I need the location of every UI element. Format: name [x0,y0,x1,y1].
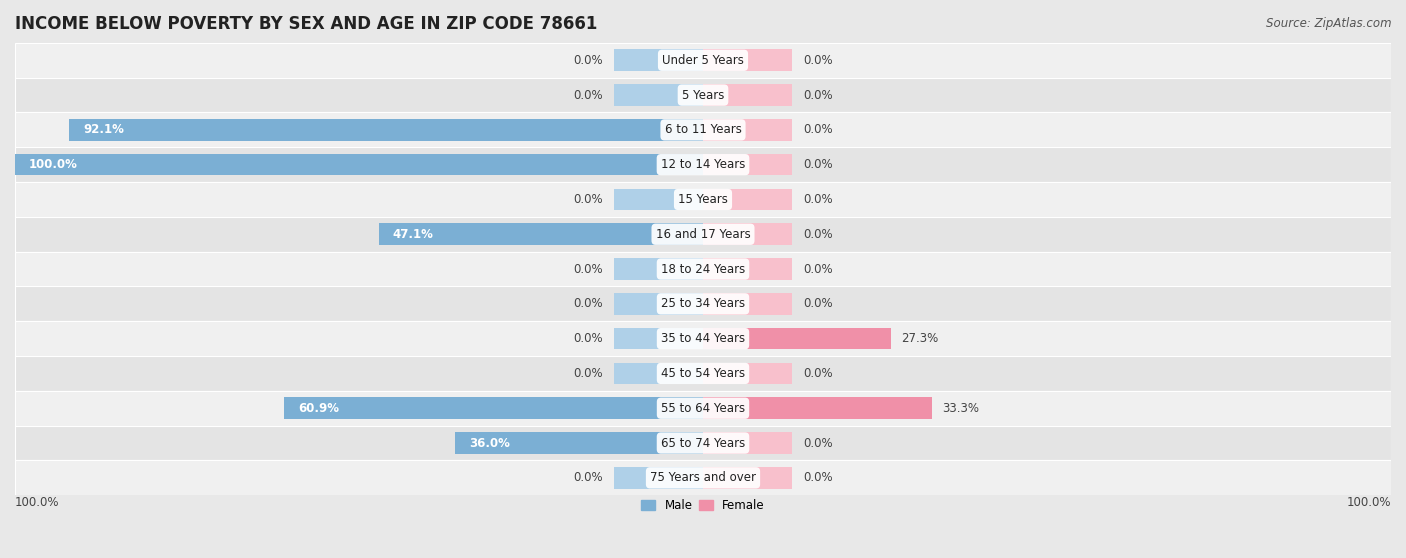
Text: 6 to 11 Years: 6 to 11 Years [665,123,741,136]
Bar [15,182,1391,217]
Text: 47.1%: 47.1% [392,228,433,240]
Text: 0.0%: 0.0% [803,193,832,206]
Bar [15,147,1391,182]
Bar [703,258,793,280]
Bar [613,328,703,349]
Bar [15,217,1391,252]
Bar [703,293,793,315]
Bar [15,43,1391,78]
Text: 0.0%: 0.0% [574,263,603,276]
Text: 100.0%: 100.0% [15,496,59,509]
Text: 65 to 74 Years: 65 to 74 Years [661,436,745,450]
Bar [703,467,793,489]
Bar [703,119,793,141]
Text: 16 and 17 Years: 16 and 17 Years [655,228,751,240]
Text: 0.0%: 0.0% [574,54,603,67]
Bar [613,50,703,71]
Bar [15,391,1391,426]
Text: Under 5 Years: Under 5 Years [662,54,744,67]
Text: 100.0%: 100.0% [28,158,77,171]
Bar [613,84,703,106]
Legend: Male, Female: Male, Female [637,494,769,517]
Text: 0.0%: 0.0% [803,297,832,310]
Bar [703,84,793,106]
Bar [613,432,703,454]
Bar [456,432,703,454]
Bar [703,363,793,384]
Bar [613,293,703,315]
Text: 0.0%: 0.0% [803,472,832,484]
Text: 15 Years: 15 Years [678,193,728,206]
Text: 0.0%: 0.0% [803,89,832,102]
Bar [703,328,793,349]
Bar [703,397,793,419]
Text: 18 to 24 Years: 18 to 24 Years [661,263,745,276]
Bar [15,356,1391,391]
Text: Source: ZipAtlas.com: Source: ZipAtlas.com [1267,17,1392,30]
Bar [703,223,793,245]
Bar [613,363,703,384]
Bar [15,113,1391,147]
Bar [613,258,703,280]
Text: 0.0%: 0.0% [574,89,603,102]
Bar [703,154,793,175]
Bar [613,189,703,210]
Text: 0.0%: 0.0% [803,436,832,450]
Bar [15,78,1391,113]
Text: 25 to 34 Years: 25 to 34 Years [661,297,745,310]
Bar [613,223,703,245]
Bar [15,321,1391,356]
Bar [613,119,703,141]
Text: 0.0%: 0.0% [803,263,832,276]
Text: 12 to 14 Years: 12 to 14 Years [661,158,745,171]
Text: 5 Years: 5 Years [682,89,724,102]
Text: 0.0%: 0.0% [803,367,832,380]
Bar [15,252,1391,286]
Bar [613,154,703,175]
Bar [613,397,703,419]
Text: 35 to 44 Years: 35 to 44 Years [661,332,745,345]
Bar [703,397,932,419]
Bar [613,467,703,489]
Text: 60.9%: 60.9% [298,402,339,415]
Text: 0.0%: 0.0% [574,332,603,345]
Text: 33.3%: 33.3% [942,402,980,415]
Text: 45 to 54 Years: 45 to 54 Years [661,367,745,380]
Text: 55 to 64 Years: 55 to 64 Years [661,402,745,415]
Text: 0.0%: 0.0% [803,158,832,171]
Text: 0.0%: 0.0% [574,193,603,206]
Text: 0.0%: 0.0% [803,228,832,240]
Text: 0.0%: 0.0% [803,54,832,67]
Text: 92.1%: 92.1% [83,123,124,136]
Bar [15,460,1391,495]
Text: 75 Years and over: 75 Years and over [650,472,756,484]
Text: 0.0%: 0.0% [803,123,832,136]
Bar [15,154,703,175]
Bar [703,50,793,71]
Bar [15,426,1391,460]
Bar [15,286,1391,321]
Bar [380,223,703,245]
Bar [703,328,891,349]
Text: 0.0%: 0.0% [574,297,603,310]
Text: 36.0%: 36.0% [470,436,510,450]
Text: 0.0%: 0.0% [574,367,603,380]
Bar [69,119,703,141]
Bar [703,432,793,454]
Text: 100.0%: 100.0% [1347,496,1391,509]
Text: INCOME BELOW POVERTY BY SEX AND AGE IN ZIP CODE 78661: INCOME BELOW POVERTY BY SEX AND AGE IN Z… [15,15,598,33]
Text: 0.0%: 0.0% [574,472,603,484]
Bar [284,397,703,419]
Text: 27.3%: 27.3% [901,332,938,345]
Bar [703,189,793,210]
